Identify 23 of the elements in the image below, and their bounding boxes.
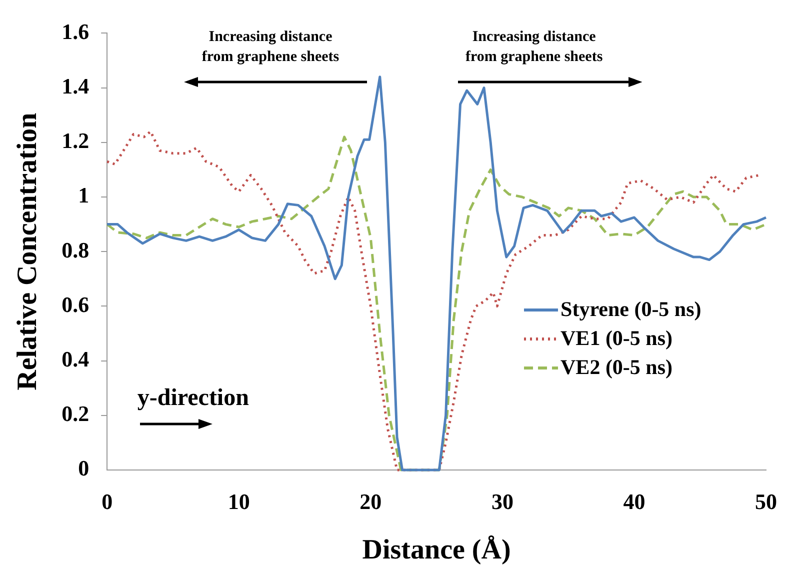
y-tick-label: 0.8 — [62, 237, 90, 262]
y-tick-label: 1.4 — [62, 73, 90, 98]
x-tick-label: 40 — [623, 488, 646, 514]
y-tick-label: 0.6 — [62, 292, 90, 317]
y-tick-label: 0.4 — [62, 346, 90, 372]
x-tick-label: 0 — [102, 488, 113, 514]
y-axis-title: Relative Concentration — [12, 112, 44, 390]
y-tick-label: 1 — [78, 182, 90, 208]
legend-label: Styrene (0-5 ns) — [560, 297, 702, 322]
x-tick-label: 10 — [228, 488, 250, 514]
y-tick-label: 1.2 — [62, 128, 90, 154]
x-axis-title: Distance (Å) — [362, 534, 511, 566]
x-tick-label: 20 — [360, 488, 382, 514]
legend-label: VE2 (0-5 ns) — [560, 355, 673, 380]
y-tick-label: 1.6 — [62, 18, 90, 44]
x-tick-label: 50 — [755, 488, 777, 514]
x-tick-label: 30 — [491, 488, 514, 514]
legend-label: VE1 (0-5 ns) — [560, 326, 673, 352]
annotation: Increasing distance from graphene sheets — [464, 28, 604, 68]
y-tick-label: 0.2 — [62, 401, 90, 426]
annotation: y-direction — [137, 385, 249, 412]
y-tick-label: 0 — [78, 456, 90, 481]
annotation: Increasing distance from graphene sheets — [200, 28, 340, 68]
